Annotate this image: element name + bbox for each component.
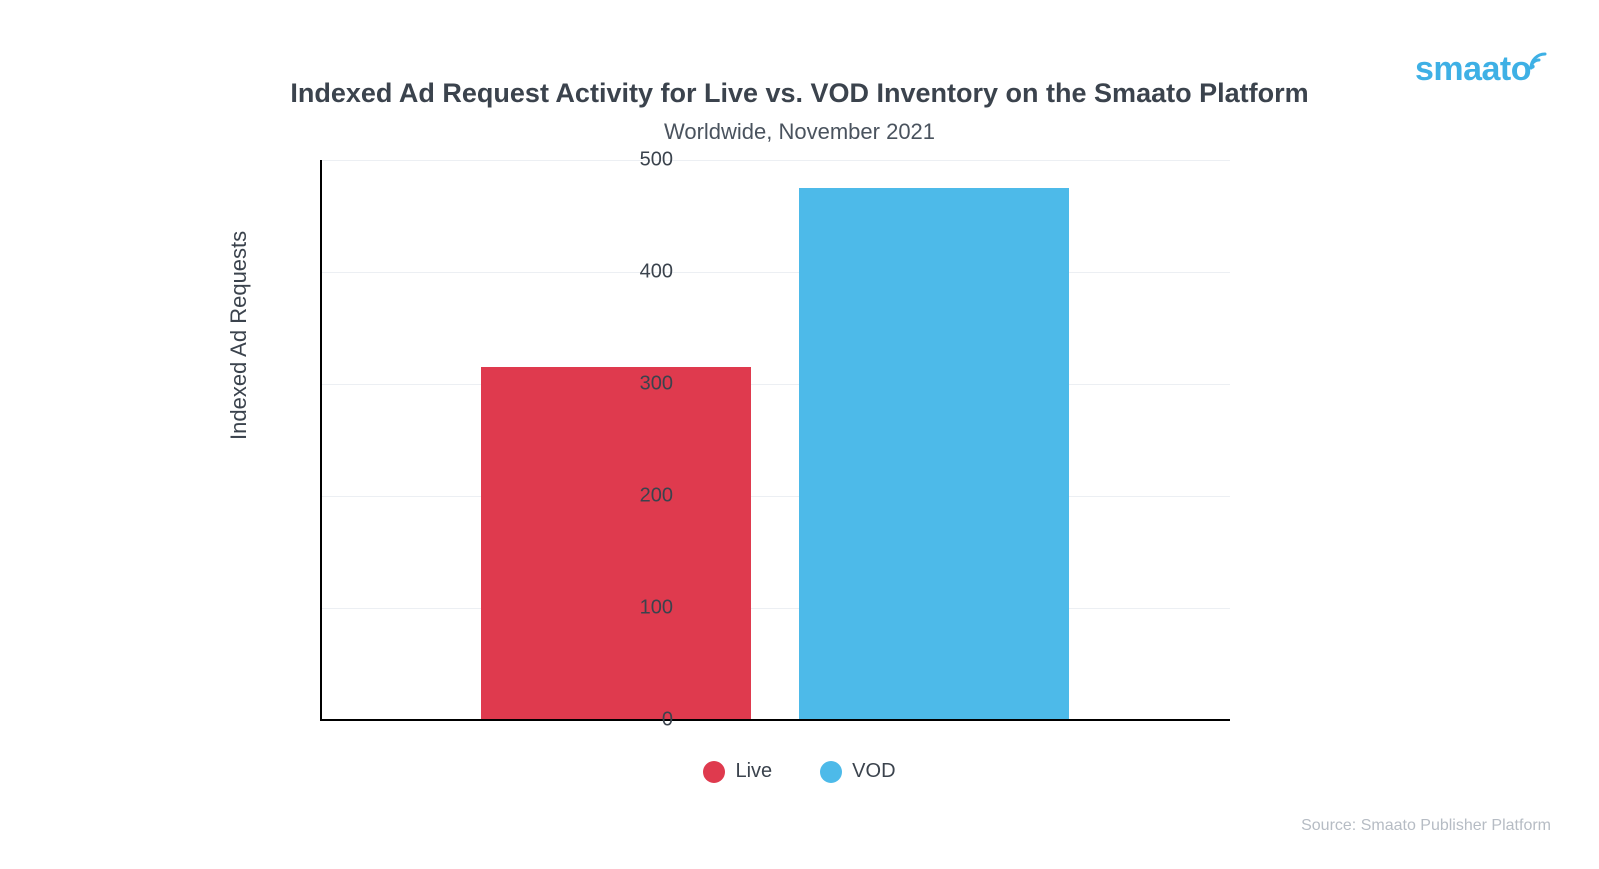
y-tick-label: 400 bbox=[613, 261, 673, 284]
y-axis-title: Indexed Ad Requests bbox=[226, 231, 252, 440]
grid-line bbox=[320, 608, 1230, 609]
y-tick-label: 100 bbox=[613, 597, 673, 620]
legend-label: VOD bbox=[852, 760, 895, 783]
bar-chart bbox=[320, 160, 1230, 720]
chart-title: Indexed Ad Request Activity for Live vs.… bbox=[0, 78, 1599, 109]
y-tick-label: 500 bbox=[613, 149, 673, 172]
grid-line bbox=[320, 160, 1230, 161]
y-tick-label: 300 bbox=[613, 373, 673, 396]
legend-item-vod: VOD bbox=[820, 760, 895, 783]
y-axis-line bbox=[320, 160, 322, 720]
grid-line bbox=[320, 384, 1230, 385]
y-tick-label: 0 bbox=[613, 709, 673, 732]
source-attribution: Source: Smaato Publisher Platform bbox=[1301, 817, 1551, 835]
chart-title-block: Indexed Ad Request Activity for Live vs.… bbox=[0, 78, 1599, 145]
x-axis-line bbox=[320, 719, 1230, 721]
grid-line bbox=[320, 496, 1230, 497]
y-tick-label: 200 bbox=[613, 485, 673, 508]
legend-label: Live bbox=[735, 760, 772, 783]
bar-live bbox=[481, 367, 751, 720]
bar-vod bbox=[799, 188, 1069, 720]
legend-item-live: Live bbox=[703, 760, 772, 783]
chart-legend: Live VOD bbox=[0, 760, 1599, 788]
logo-wifi-icon bbox=[1529, 40, 1549, 79]
legend-dot-icon bbox=[820, 761, 842, 783]
grid-line bbox=[320, 272, 1230, 273]
legend-dot-icon bbox=[703, 761, 725, 783]
chart-subtitle: Worldwide, November 2021 bbox=[0, 119, 1599, 145]
